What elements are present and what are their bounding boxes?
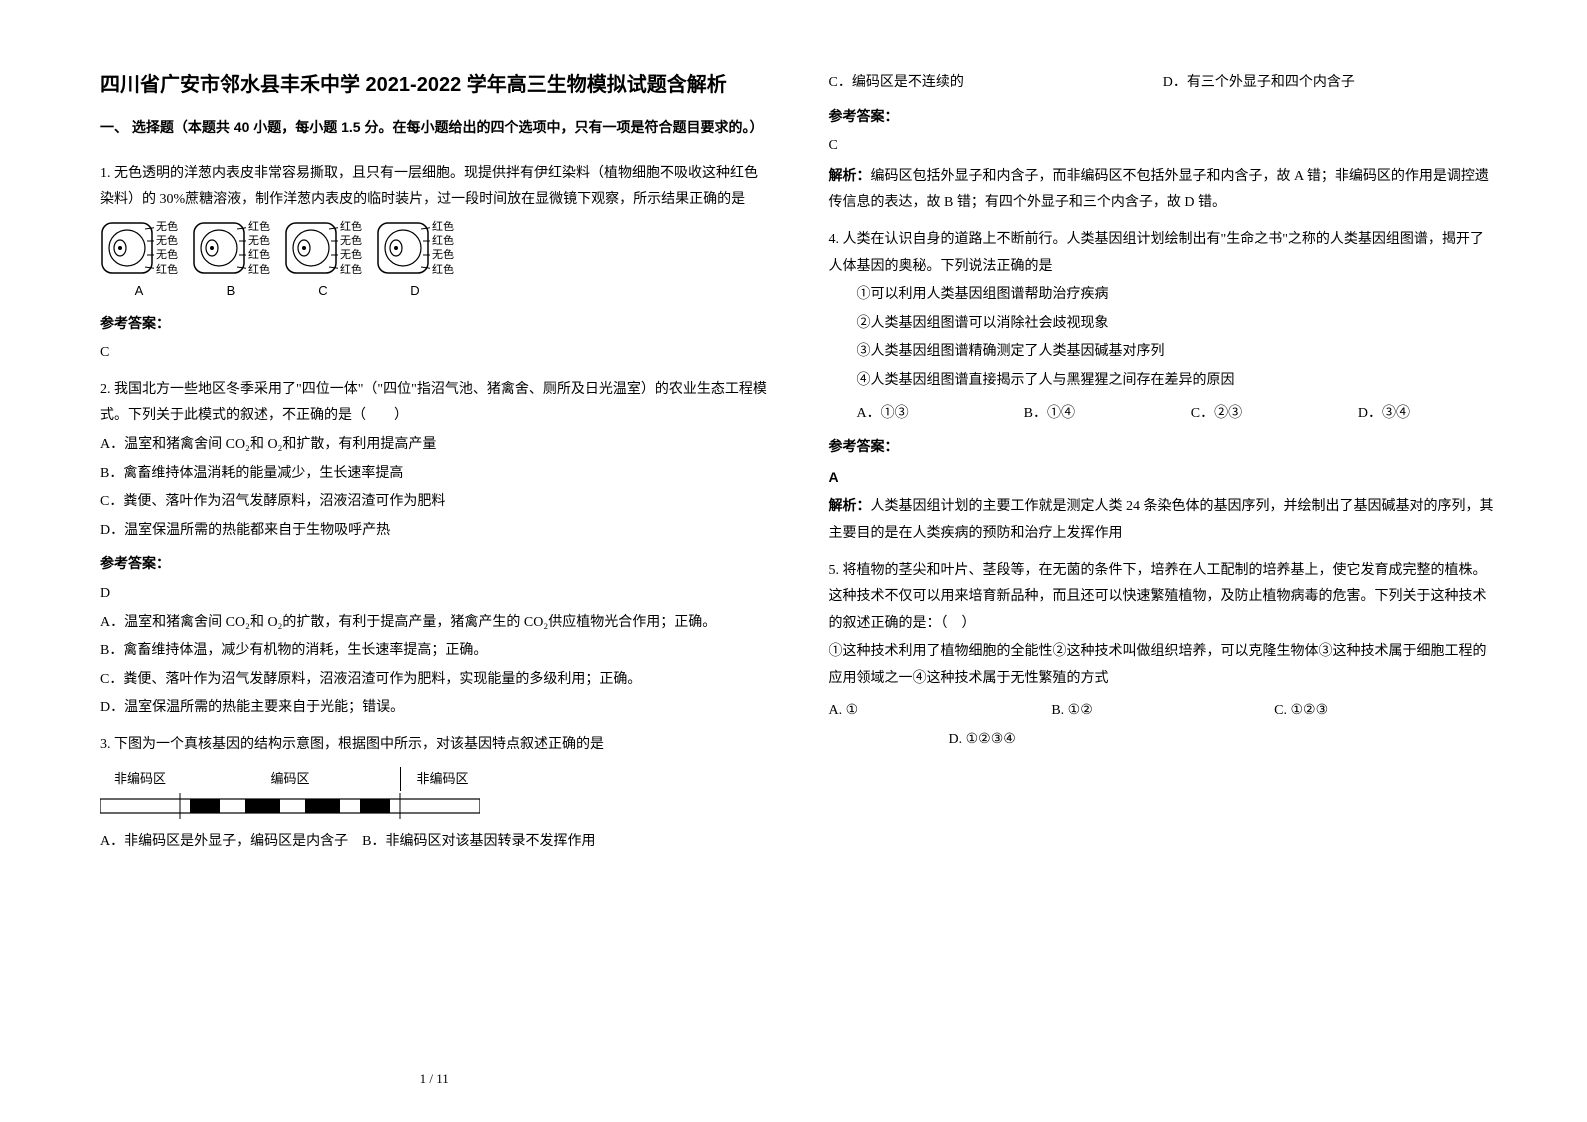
q4-opt-D: D．③④: [1330, 401, 1497, 428]
q5-opt-A: A. ①: [829, 698, 1052, 725]
q1-label-A: A: [135, 279, 144, 304]
label: 红色: [248, 248, 270, 262]
q3-explanation: 解析：编码区包括外显子和内含子，而非编码区不包括外显子和内含子，故 A 错；非编…: [829, 162, 1498, 217]
right-column: C．编码区是不连续的 D．有三个外显子和四个内含子 参考答案： C 解析：编码区…: [829, 70, 1498, 1092]
label-noncoding-left: 非编码区: [100, 767, 180, 792]
label: 无色: [248, 234, 270, 248]
q4-o3: ③人类基因组图谱精确测定了人类基因碱基对序列: [829, 339, 1498, 366]
q1-cell-D-labels: 红色 红色 无色 红色: [432, 220, 454, 277]
label: 红色: [340, 220, 362, 234]
label-noncoding-right: 非编码区: [400, 767, 480, 792]
q3-opt-C: C．编码区是不连续的: [829, 70, 1163, 97]
q2-opt-A: A．温室和猪禽舍间 CO₂和 O₂和扩散，有利用提高产量: [100, 432, 769, 459]
label: 无色: [340, 248, 362, 262]
q3-exp-label: 解析：: [829, 167, 871, 183]
q3-answer: C: [829, 133, 1498, 160]
q2-opt-D: D．温室保温所需的热能都来自于生物吸呼产热: [100, 518, 769, 545]
q4-options: A．①③ B．①④ C．②③ D．③④: [829, 401, 1498, 428]
cell-icon: [192, 221, 246, 275]
q1-label-D: D: [410, 279, 419, 304]
label: 无色: [340, 234, 362, 248]
label: 红色: [432, 220, 454, 234]
left-column: 四川省广安市邻水县丰禾中学 2021-2022 学年高三生物模拟试题含解析 一、…: [100, 70, 769, 1092]
cell-icon: [284, 221, 338, 275]
label: 红色: [432, 234, 454, 248]
q4-o4: ④人类基因组图谱直接揭示了人与黑猩猩之间存在差异的原因: [829, 368, 1498, 395]
q1-cell-C-labels: 红色 无色 无色 红色: [340, 220, 362, 277]
label: 红色: [248, 263, 270, 277]
q2-exp-C: C．粪便、落叶作为沼气发酵原料，沼液沼渣可作为肥料，实现能量的多级利用；正确。: [100, 667, 769, 694]
page: 四川省广安市邻水县丰禾中学 2021-2022 学年高三生物模拟试题含解析 一、…: [100, 70, 1497, 1092]
label-coding: 编码区: [180, 767, 400, 792]
question-1: 1. 无色透明的洋葱内表皮非常容易撕取，且只有一层细胞。现提供拌有伊红染料（植物…: [100, 159, 769, 367]
q5-opt-C: C. ①②③: [1274, 698, 1497, 725]
gene-structure-icon: [100, 793, 480, 819]
q4-o2: ②人类基因组图谱可以消除社会歧视现象: [829, 311, 1498, 338]
q5-options-row1: A. ① B. ①② C. ①②③: [829, 698, 1498, 725]
q2-opt-C: C．粪便、落叶作为沼气发酵原料，沼液沼渣可作为肥料: [100, 489, 769, 516]
label: 红色: [432, 263, 454, 277]
label: 无色: [432, 248, 454, 262]
q1-cell-A: 无色 无色 无色 红色 A: [100, 220, 178, 304]
q2-exp-A: A．温室和猪禽舍间 CO₂和 O₂的扩散，有利于提高产量，猪禽产生的 CO₂供应…: [100, 610, 769, 637]
q4-stem: 4. 人类在认识自身的道路上不断前行。人类基因组计划绘制出有"生命之书"之称的人…: [829, 227, 1498, 280]
q1-label-B: B: [227, 279, 236, 304]
q1-cell-C: 红色 无色 无色 红色 C: [284, 220, 362, 304]
q4-exp-text: 人类基因组计划的主要工作就是测定人类 24 条染色体的基因序列，并绘制出了基因碱…: [829, 499, 1494, 541]
label: 无色: [156, 248, 178, 262]
q1-stem: 1. 无色透明的洋葱内表皮非常容易撕取，且只有一层细胞。现提供拌有伊红染料（植物…: [100, 161, 769, 214]
q3-opt-CD: C．编码区是不连续的 D．有三个外显子和四个内含子: [829, 70, 1498, 97]
q2-exp-D: D．温室保温所需的热能主要来自于光能；错误。: [100, 695, 769, 722]
q4-opt-C: C．②③: [1163, 401, 1330, 428]
q1-cell-D: 红色 红色 无色 红色 D: [376, 220, 454, 304]
q4-exp-label: 解析：: [829, 497, 871, 513]
q1-cell-B-labels: 红色 无色 红色 红色: [248, 220, 270, 277]
label: 红色: [340, 263, 362, 277]
label: 红色: [248, 220, 270, 234]
q1-diagram: 无色 无色 无色 红色 A: [100, 220, 769, 304]
q2-opt-B: B．禽畜维持体温消耗的能量减少，生长速率提高: [100, 461, 769, 488]
q4-o1: ①可以利用人类基因组图谱帮助治疗疾病: [829, 282, 1498, 309]
page-footer: 1 / 11: [100, 1057, 769, 1092]
q4-answer: A: [829, 464, 1498, 491]
q2-answer: D: [100, 581, 769, 608]
doc-title: 四川省广安市邻水县丰禾中学 2021-2022 学年高三生物模拟试题含解析: [100, 70, 769, 100]
q1-cell-B: 红色 无色 红色 红色 B: [192, 220, 270, 304]
q3-exp-text: 编码区包括外显子和内含子，而非编码区不包括外显子和内含子，故 A 错；非编码区的…: [829, 169, 1489, 211]
label: 无色: [156, 234, 178, 248]
q3-ans-label: 参考答案：: [829, 103, 1498, 130]
section-1-head: 一、 选择题（本题共 40 小题，每小题 1.5 分。在每小题给出的四个选项中，…: [100, 114, 769, 141]
q4-opt-B: B．①④: [996, 401, 1163, 428]
q2-ans-label: 参考答案：: [100, 550, 769, 577]
label: 红色: [156, 263, 178, 277]
q2-stem: 2. 我国北方一些地区冬季采用了"四位一体"（"四位"指沼气池、猪禽舍、厕所及日…: [100, 377, 769, 430]
q1-ans-label: 参考答案：: [100, 310, 769, 337]
question-3: 3. 下图为一个真核基因的结构示意图，根据图中所示，对该基因特点叙述正确的是 非…: [100, 730, 769, 856]
cell-icon: [100, 221, 154, 275]
question-5: 5. 将植物的茎尖和叶片、茎段等，在无菌的条件下，培养在人工配制的培养基上，使它…: [829, 556, 1498, 754]
q1-label-C: C: [318, 279, 327, 304]
q5-opt-D: D. ①②③④: [829, 727, 1498, 754]
q5-opt-B: B. ①②: [1051, 698, 1274, 725]
q5-stem: 5. 将植物的茎尖和叶片、茎段等，在无菌的条件下，培养在人工配制的培养基上，使它…: [829, 558, 1498, 638]
cell-icon: [376, 221, 430, 275]
q3-stem: 3. 下图为一个真核基因的结构示意图，根据图中所示，对该基因特点叙述正确的是: [100, 732, 769, 759]
q3-diagram-labels: 非编码区 编码区 非编码区: [100, 767, 480, 792]
q3-opt-AB: A．非编码区是外显子，编码区是内含子 B．非编码区对该基因转录不发挥作用: [100, 829, 769, 856]
q3-diagram: 非编码区 编码区 非编码区: [100, 767, 769, 820]
q4-opt-A: A．①③: [829, 401, 996, 428]
q2-exp-B: B．禽畜维持体温，减少有机物的消耗，生长速率提高；正确。: [100, 638, 769, 665]
q4-explanation: 解析：人类基因组计划的主要工作就是测定人类 24 条染色体的基因序列，并绘制出了…: [829, 492, 1498, 547]
q5-line: ①这种技术利用了植物细胞的全能性②这种技术叫做组织培养，可以克隆生物体③这种技术…: [829, 639, 1498, 692]
q1-cell-A-labels: 无色 无色 无色 红色: [156, 220, 178, 277]
question-2: 2. 我国北方一些地区冬季采用了"四位一体"（"四位"指沼气池、猪禽舍、厕所及日…: [100, 375, 769, 722]
label: 无色: [156, 220, 178, 234]
question-4: 4. 人类在认识自身的道路上不断前行。人类基因组计划绘制出有"生命之书"之称的人…: [829, 225, 1498, 548]
q3-opt-D: D．有三个外显子和四个内含子: [1163, 70, 1497, 97]
q4-ans-label: 参考答案：: [829, 433, 1498, 460]
q1-answer: C: [100, 340, 769, 367]
